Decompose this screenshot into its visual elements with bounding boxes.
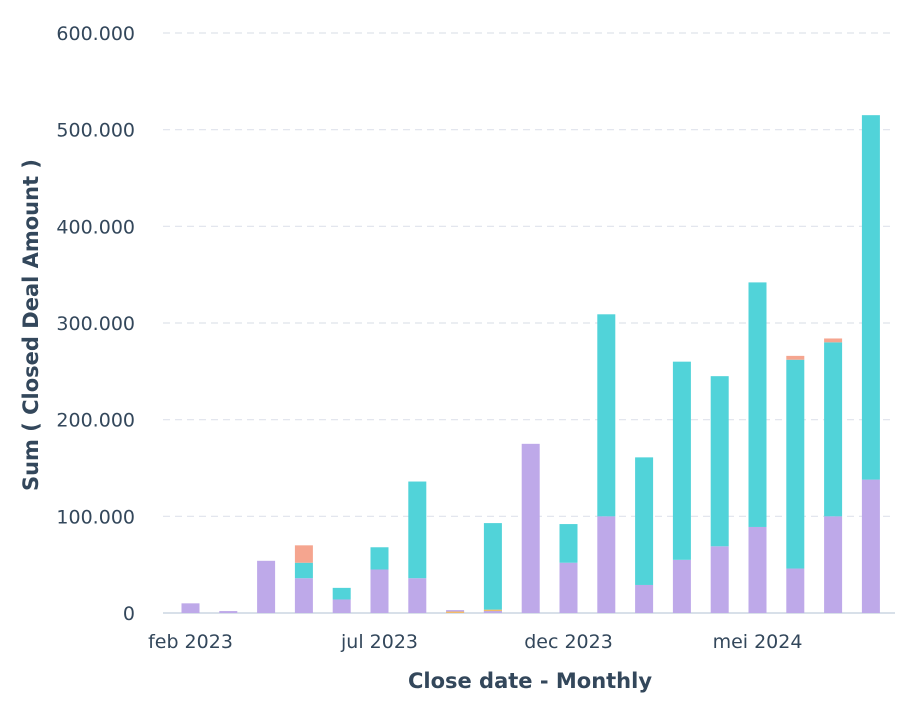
bar-segment[interactable]: [294, 578, 313, 613]
bar-segment[interactable]: [294, 562, 313, 579]
bar-segment[interactable]: [483, 523, 502, 610]
bar-segment[interactable]: [786, 568, 805, 613]
bar-segment[interactable]: [483, 609, 502, 612]
bar-segment[interactable]: [597, 516, 616, 613]
y-tick-label: 100.000: [56, 506, 135, 528]
bar-segment[interactable]: [597, 314, 616, 517]
y-tick-label: 200.000: [56, 410, 135, 432]
bar-segment[interactable]: [332, 587, 351, 600]
bar-segment[interactable]: [408, 481, 427, 579]
y-tick-label: 500.000: [56, 120, 135, 142]
bar-segment[interactable]: [370, 547, 389, 570]
x-tick-label: mei 2024: [713, 631, 803, 653]
bar-segment[interactable]: [710, 546, 729, 613]
bar-segment[interactable]: [635, 457, 654, 585]
x-axis-title: Close date - Monthly: [408, 669, 652, 693]
bar-segment[interactable]: [483, 611, 502, 613]
bar-segment[interactable]: [824, 516, 843, 613]
bar-segment[interactable]: [786, 359, 805, 569]
bar-segment[interactable]: [408, 578, 427, 613]
bar-segment[interactable]: [786, 355, 805, 360]
bar-segment[interactable]: [257, 560, 276, 613]
bar-segment[interactable]: [672, 361, 691, 560]
y-axis-title: Sum ( Closed Deal Amount ): [19, 159, 43, 491]
bar-segment[interactable]: [861, 115, 880, 480]
x-axis-ticks: feb 2023 jul 2023 dec 2023 mei 2024: [148, 631, 802, 653]
x-tick-label: dec 2023: [524, 631, 613, 653]
bar-segment[interactable]: [370, 569, 389, 614]
x-tick-label: feb 2023: [148, 631, 233, 653]
bar-segment[interactable]: [672, 559, 691, 613]
bar-segment[interactable]: [559, 524, 578, 563]
bar-segment[interactable]: [559, 562, 578, 613]
bar-segment[interactable]: [332, 599, 351, 613]
y-axis-ticks: 0 100.000 200.000 300.000 400.000 500.000 600.…: [56, 23, 135, 625]
bars: [181, 115, 880, 614]
y-tick-label: 300.000: [56, 313, 135, 335]
y-tick-label: 0: [123, 603, 135, 625]
bar-segment[interactable]: [824, 342, 843, 517]
bar-segment[interactable]: [219, 611, 238, 613]
y-tick-label: 600.000: [56, 23, 135, 45]
x-tick-label: jul 2023: [340, 631, 418, 653]
bar-segment[interactable]: [748, 282, 767, 527]
bar-segment[interactable]: [710, 376, 729, 547]
bar-segment[interactable]: [446, 611, 465, 613]
bar-segment[interactable]: [861, 479, 880, 613]
bar-segment[interactable]: [635, 584, 654, 613]
bar-segment[interactable]: [824, 338, 843, 343]
gridlines: [163, 32, 895, 614]
bar-segment[interactable]: [521, 443, 540, 613]
y-tick-label: 400.000: [56, 216, 135, 238]
bar-segment[interactable]: [748, 526, 767, 613]
bar-segment[interactable]: [181, 603, 200, 613]
bar-segment[interactable]: [294, 545, 313, 563]
